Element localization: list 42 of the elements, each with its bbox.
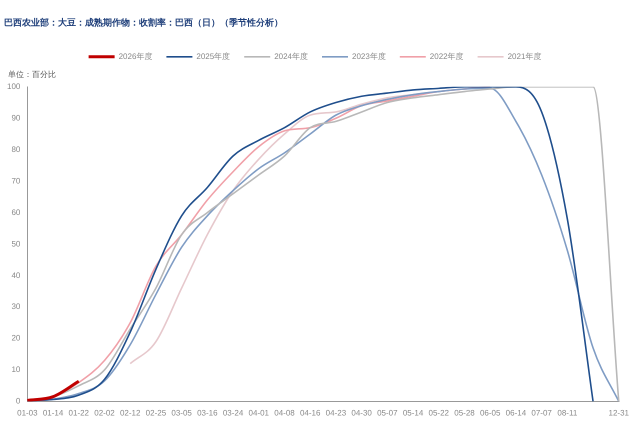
x-tick-label: 05-28 — [454, 408, 476, 418]
y-tick-label: 50 — [11, 239, 21, 248]
y-tick-label: 60 — [11, 208, 21, 217]
x-tick-label: 03-16 — [197, 408, 218, 418]
text: 单位：百分比 — [8, 70, 56, 79]
y-tick-label: 100 — [6, 82, 21, 92]
y-tick-label: 0 — [16, 396, 21, 406]
x-tick-label: 04-30 — [351, 408, 372, 418]
chart-title: 巴西农业部：大豆：成熟期作物：收割率：巴西（日）（季节性分析） — [4, 18, 283, 29]
x-tick-label: 05-22 — [428, 408, 450, 418]
x-tick-label: 04-16 — [300, 408, 321, 418]
x-tick-label: 08-11 — [557, 408, 578, 418]
x-tick-label: 01-14 — [42, 408, 64, 418]
y-tick-label: 80 — [11, 144, 21, 154]
x-tick-label: 01-03 — [17, 408, 38, 418]
x-tick-label: 04-08 — [274, 408, 296, 418]
x-tick-label: 03-24 — [222, 408, 244, 418]
legend-label: 2023年度 — [352, 52, 386, 62]
x-tick-label: 05-07 — [377, 408, 398, 418]
x-tick-label: 07-07 — [531, 408, 552, 418]
x-tick-label: 02-02 — [94, 408, 116, 418]
y-tick-label: 20 — [11, 334, 21, 343]
y-tick-label: 90 — [11, 113, 21, 122]
legend-label: 2026年度 — [118, 52, 152, 62]
x-tick-label: 06-05 — [480, 408, 501, 418]
y-tick-label: 30 — [11, 302, 21, 312]
legend-label: 2025年度 — [196, 52, 230, 62]
x-tick-label: 04-01 — [248, 408, 270, 418]
legend-label: 2021年度 — [508, 52, 542, 62]
x-tick-label: 12-31 — [608, 408, 630, 418]
y-tick-label: 10 — [11, 365, 21, 374]
legend-label: 2022年度 — [430, 52, 464, 62]
x-tick-label: 03-05 — [171, 408, 192, 418]
x-tick-label: 02-25 — [146, 408, 167, 418]
x-tick-label: 01-22 — [68, 408, 90, 418]
legend-label: 2024年度 — [274, 52, 308, 62]
x-tick-label: 05-14 — [402, 408, 424, 418]
y-tick-label: 40 — [11, 270, 21, 280]
x-tick-label: 02-12 — [120, 408, 141, 418]
y-tick-label: 70 — [11, 176, 21, 186]
x-tick-label: 04-23 — [326, 408, 347, 418]
x-tick-label: 06-14 — [506, 408, 527, 418]
